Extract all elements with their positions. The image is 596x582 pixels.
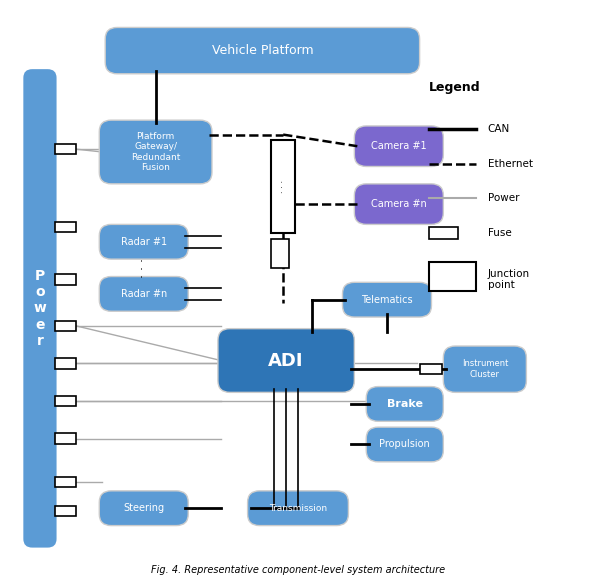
Text: CAN: CAN: [488, 124, 510, 134]
Bar: [271, 140, 295, 233]
Bar: [55, 506, 76, 516]
FancyBboxPatch shape: [23, 69, 57, 548]
Bar: [429, 227, 458, 239]
Text: Platform
Gateway/
Redundant
Fusion: Platform Gateway/ Redundant Fusion: [131, 132, 181, 172]
Bar: [271, 239, 289, 268]
FancyBboxPatch shape: [100, 225, 188, 259]
FancyBboxPatch shape: [343, 282, 432, 317]
Bar: [55, 396, 76, 406]
Bar: [55, 434, 76, 444]
FancyBboxPatch shape: [105, 27, 420, 74]
Bar: [55, 274, 76, 285]
FancyBboxPatch shape: [355, 184, 443, 225]
Text: ADI: ADI: [268, 352, 304, 370]
Text: Camera #1: Camera #1: [371, 141, 427, 151]
Bar: [55, 477, 76, 487]
Text: Fig. 4. Representative component-level system architecture: Fig. 4. Representative component-level s…: [151, 565, 445, 575]
Text: Propulsion: Propulsion: [380, 439, 430, 449]
Text: Brake: Brake: [387, 399, 423, 409]
FancyBboxPatch shape: [100, 276, 188, 311]
Bar: [55, 222, 76, 232]
Bar: [429, 262, 476, 291]
Text: Camera #n: Camera #n: [371, 199, 427, 209]
Text: Fuse: Fuse: [488, 228, 511, 238]
Text: Legend: Legend: [429, 81, 480, 94]
Text: Vehicle Platform: Vehicle Platform: [212, 44, 313, 57]
FancyBboxPatch shape: [100, 491, 188, 526]
Text: Radar #n: Radar #n: [120, 289, 167, 299]
Text: P
o
w
e
r: P o w e r: [33, 269, 46, 348]
Text: Transmission: Transmission: [269, 503, 327, 513]
Text: Steering: Steering: [123, 503, 164, 513]
Bar: [55, 144, 76, 154]
Bar: [420, 364, 442, 374]
Text: · · ·: · · ·: [279, 180, 288, 193]
Text: · · ·: · · ·: [137, 258, 150, 278]
FancyBboxPatch shape: [355, 126, 443, 166]
Text: Telematics: Telematics: [361, 294, 413, 305]
FancyBboxPatch shape: [100, 120, 212, 184]
Text: Power: Power: [488, 193, 519, 203]
Text: Radar #1: Radar #1: [121, 237, 167, 247]
Bar: [55, 358, 76, 368]
FancyBboxPatch shape: [247, 491, 349, 526]
FancyBboxPatch shape: [218, 329, 355, 392]
Text: Junction
point: Junction point: [488, 269, 530, 290]
Text: Ethernet: Ethernet: [488, 158, 533, 169]
FancyBboxPatch shape: [366, 386, 443, 421]
Text: Instrument
Cluster: Instrument Cluster: [462, 360, 508, 379]
FancyBboxPatch shape: [366, 427, 443, 462]
FancyBboxPatch shape: [443, 346, 526, 392]
Bar: [55, 321, 76, 331]
